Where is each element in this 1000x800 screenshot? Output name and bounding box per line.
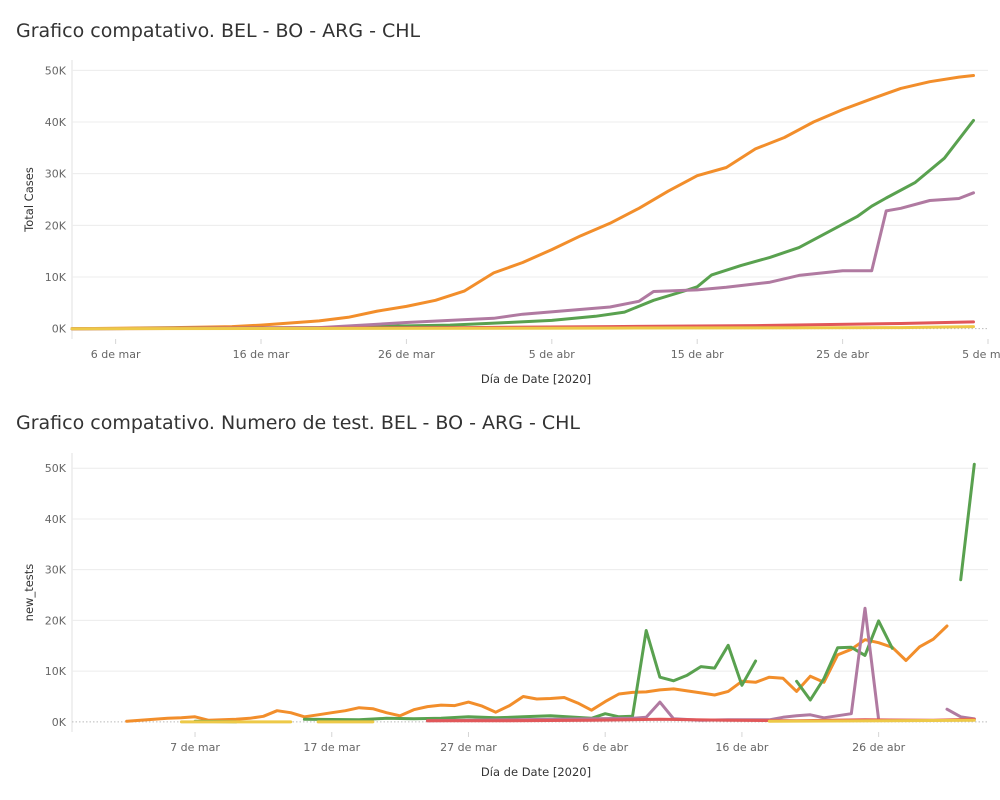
chart1-y-tick-label: 40K [45, 116, 67, 129]
chart2-x-axis-title: Día de Date [2020] [481, 765, 591, 779]
chart2-y-tick: 50K [45, 462, 67, 475]
chart1-y-tick: 10K [45, 271, 67, 284]
chart1-y-tick-label: 10K [45, 271, 67, 284]
chart2-y-tick: 40K [45, 513, 67, 526]
chart1-series-line-yellow[interactable] [70, 325, 975, 331]
chart1-y-tick: 50K [45, 64, 67, 77]
chart2-y-tick: 0K [52, 716, 67, 729]
chart1-x-tick: 16 de mar [233, 348, 290, 361]
chart1-x-tick-label: 26 de mar [378, 348, 435, 361]
chart2-x-tick-label: 6 de abr [582, 741, 628, 754]
chart2-x-tick: 7 de mar [170, 741, 220, 754]
chart1-x-tick: 15 de abr [671, 348, 724, 361]
chart1-x-tick-label: 5 de may [962, 348, 1000, 361]
chart2-y-tick: 10K [45, 665, 67, 678]
chart2-y-tick-label: 50K [45, 462, 67, 475]
chart2-y-axis-title: new_tests [22, 564, 36, 622]
chart2-x-tick-label: 17 de mar [303, 741, 360, 754]
chart1-title: Grafico compatativo. BEL - BO - ARG - CH… [16, 20, 421, 42]
chart1-x-tick: 5 de abr [529, 348, 575, 361]
chart1-y-axis-title: Total Cases [22, 167, 36, 233]
chart2-x-tick: 17 de mar [303, 741, 360, 754]
chart1-x-tick-label: 25 de abr [816, 348, 869, 361]
chart2-y-tick-label: 30K [45, 564, 67, 577]
chart2-series-line-yellow[interactable] [767, 718, 976, 723]
chart1-series-line-green[interactable] [70, 118, 975, 331]
chart2-y-tick-label: 20K [45, 614, 67, 627]
chart2-y-tick-label: 10K [45, 665, 67, 678]
chart1-series-line-purple[interactable] [70, 191, 975, 331]
chart2-x-tick-label: 16 de abr [715, 741, 768, 754]
chart1-series-line-orange[interactable] [70, 74, 975, 331]
chart2-series-line-green[interactable] [959, 462, 976, 582]
chart2-series-line-orange[interactable] [125, 624, 949, 723]
chart1-y-tick-label: 30K [45, 168, 67, 181]
chart1-x-tick: 5 de may [962, 348, 1000, 361]
chart2-y-tick-label: 40K [45, 513, 67, 526]
chart2-series-line-green[interactable] [302, 629, 758, 722]
chart1-x-tick-label: 5 de abr [529, 348, 575, 361]
chart2-series-line-green[interactable] [795, 619, 894, 702]
chart1-y-tick: 20K [45, 219, 67, 232]
chart2-title: Grafico compatativo. Numero de test. BEL… [16, 412, 580, 434]
chart2-x-tick: 27 de mar [440, 741, 497, 754]
chart2-x-tick: 16 de abr [715, 741, 768, 754]
chart1-x-tick: 25 de abr [816, 348, 869, 361]
chart2-x-tick: 26 de abr [852, 741, 905, 754]
chart1-x-tick-label: 15 de abr [671, 348, 724, 361]
chart2-y-tick-label: 0K [52, 716, 67, 729]
chart2-series-line-purple[interactable] [945, 707, 976, 721]
chart2-x-tick-label: 27 de mar [440, 741, 497, 754]
chart1-x-tick: 6 de mar [91, 348, 141, 361]
chart1-y-tick-label: 0K [52, 323, 67, 336]
chart2-x-tick-label: 26 de abr [852, 741, 905, 754]
chart1-y-tick: 0K [52, 323, 67, 336]
chart2-y-tick: 30K [45, 564, 67, 577]
chart1-y-tick: 30K [45, 168, 67, 181]
chart1-x-tick: 26 de mar [378, 348, 435, 361]
chart1-y-tick-label: 20K [45, 219, 67, 232]
chart1-plot[interactable]: 0K 10K 20K 30K 40K 50K 6 de mar 16 de mar 26 de … [0, 0, 1000, 400]
chart1-x-tick-label: 6 de mar [91, 348, 141, 361]
chart1-y-tick-label: 50K [45, 64, 67, 77]
chart2-y-tick: 20K [45, 614, 67, 627]
chart2-series-line-purple[interactable] [426, 606, 881, 723]
chart1-y-tick: 40K [45, 116, 67, 129]
chart2-x-tick-label: 7 de mar [170, 741, 220, 754]
chart1-x-tick-label: 16 de mar [233, 348, 290, 361]
chart2-plot[interactable]: 0K 10K 20K 30K 40K 50K 7 de mar 17 de mar 27 de … [0, 400, 1000, 800]
chart2-x-tick: 6 de abr [582, 741, 628, 754]
chart1-x-axis-title: Día de Date [2020] [481, 372, 591, 386]
